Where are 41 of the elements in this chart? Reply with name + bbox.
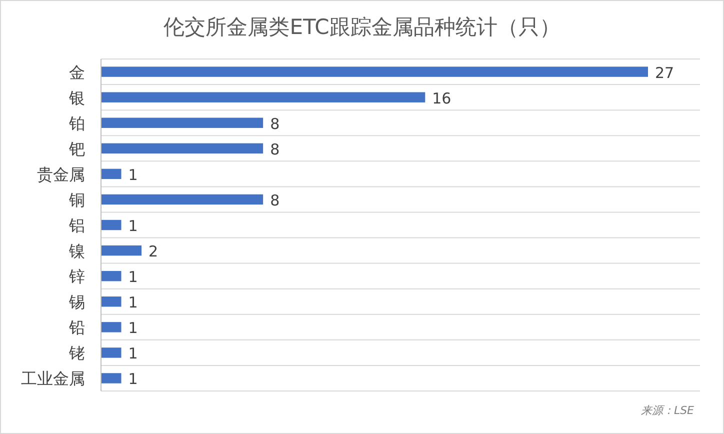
source-note: 来源：LSE — [640, 404, 694, 417]
data-label: 8 — [270, 191, 280, 210]
y-tick-label: 工业金属 — [21, 369, 85, 388]
bar — [101, 143, 264, 154]
y-tick-label: 钯 — [68, 139, 85, 158]
y-tick-label: 锌 — [68, 267, 85, 286]
data-label: 1 — [128, 370, 138, 388]
chart-title: 伦交所金属类ETC跟踪金属品种统计（只） — [164, 15, 560, 39]
bar — [101, 322, 122, 332]
y-tick-label: 铅 — [68, 318, 85, 338]
data-label: 1 — [128, 294, 138, 312]
bar — [101, 296, 122, 307]
bar — [101, 118, 264, 128]
y-tick-label: 银 — [68, 88, 85, 108]
bar — [101, 194, 264, 205]
data-label: 1 — [128, 319, 138, 338]
y-tick-label: 铝 — [68, 216, 85, 235]
data-label: 1 — [128, 217, 138, 235]
y-tick-label: 铜 — [68, 190, 85, 210]
y-tick-label: 镍 — [68, 242, 85, 261]
y-tick-label: 金 — [69, 62, 85, 82]
bar — [101, 270, 122, 282]
data-label: 1 — [128, 166, 138, 184]
data-label: 8 — [270, 114, 280, 133]
data-label: 2 — [148, 242, 158, 261]
data-label: 1 — [128, 268, 138, 286]
bar — [101, 245, 142, 256]
bar — [101, 92, 426, 102]
data-label: 8 — [270, 140, 280, 158]
bar — [101, 168, 122, 180]
data-label: 27 — [655, 64, 674, 82]
data-label: 1 — [128, 344, 138, 363]
bar — [101, 348, 122, 358]
y-tick-label: 铑 — [68, 344, 85, 363]
data-label: 16 — [432, 89, 452, 108]
y-tick-label: 锡 — [68, 292, 85, 312]
y-tick-label: 贵金属 — [37, 164, 85, 184]
bar — [101, 66, 648, 77]
bar — [101, 220, 122, 230]
bar — [101, 373, 122, 384]
y-tick-label: 铂 — [68, 114, 85, 133]
